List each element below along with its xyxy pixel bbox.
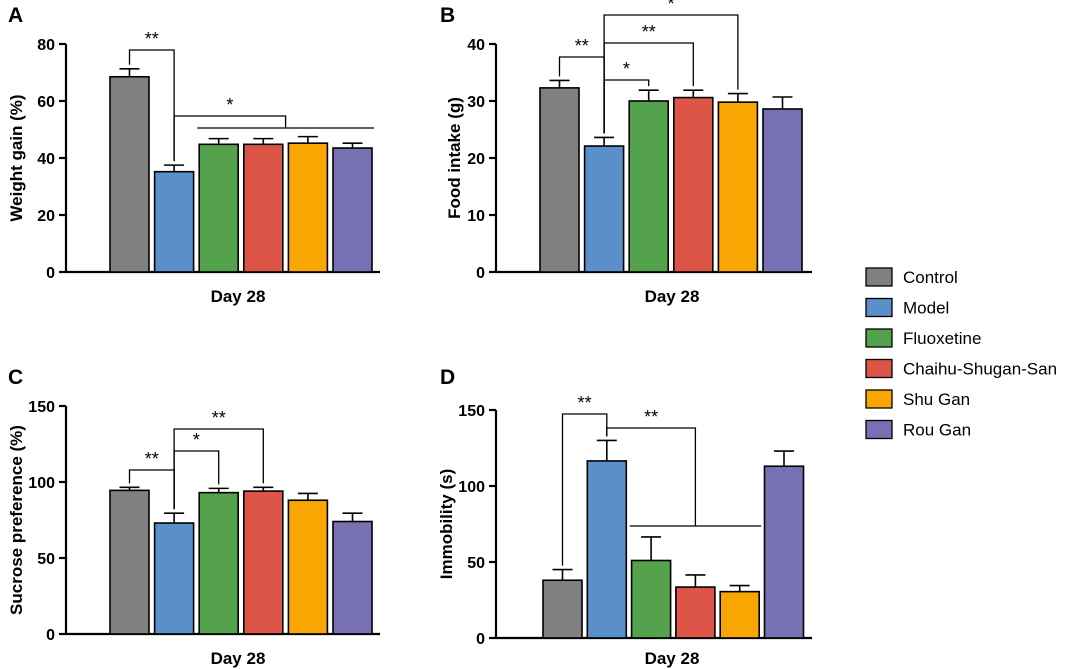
legend-label: Shu Gan bbox=[903, 390, 970, 409]
y-tick-label: 100 bbox=[458, 479, 485, 496]
significance-label: ** bbox=[578, 393, 592, 413]
significance-label: ** bbox=[145, 449, 159, 469]
y-tick-label: 20 bbox=[467, 151, 485, 168]
bar-shu-gan bbox=[717, 101, 759, 273]
y-tick-label: 0 bbox=[476, 265, 485, 282]
y-tick-label: 40 bbox=[467, 37, 485, 54]
y-tick-label: 40 bbox=[37, 151, 55, 168]
legend-swatch bbox=[865, 328, 893, 348]
significance-bracket: ** bbox=[128, 29, 175, 162]
bar-shu-gan bbox=[719, 590, 761, 639]
bar-model bbox=[586, 460, 628, 639]
y-tick-label: 10 bbox=[467, 208, 485, 225]
y-tick-label: 60 bbox=[37, 94, 55, 111]
bar-fluoxetine bbox=[628, 100, 670, 273]
legend-swatch bbox=[865, 297, 893, 318]
bar-shu-gan bbox=[287, 499, 329, 635]
bar-rou-gan bbox=[762, 108, 803, 273]
x-axis-label: Day 28 bbox=[645, 649, 700, 668]
significance-bracket: * bbox=[603, 0, 739, 134]
significance-bracket: * bbox=[173, 95, 374, 162]
chart-panel-d: D 0 50 100 150 Immobility (s) Day 28 ** ** bbox=[437, 366, 812, 668]
bracket-line bbox=[173, 115, 287, 162]
bar-control bbox=[542, 579, 583, 639]
x-axis-label: Day 28 bbox=[645, 287, 700, 306]
panel-letter: C bbox=[8, 366, 23, 389]
significance-label: * bbox=[226, 95, 233, 115]
bar-shu-gan bbox=[287, 142, 329, 273]
significance-label: ** bbox=[212, 408, 226, 428]
bracket-line bbox=[606, 427, 697, 526]
y-tick-label: 80 bbox=[37, 37, 55, 54]
bar-chaihu-shugan-san bbox=[243, 490, 284, 635]
significance-label: ** bbox=[644, 407, 658, 427]
significance-label: * bbox=[193, 430, 200, 450]
bracket-line bbox=[561, 413, 608, 566]
significance-bracket: ** bbox=[173, 408, 264, 510]
panel-letter: D bbox=[440, 366, 455, 389]
legend-swatch bbox=[865, 419, 893, 440]
y-tick-label: 0 bbox=[46, 265, 55, 282]
legend-label: Model bbox=[903, 299, 949, 318]
y-axis-title: Sucrose preference (%) bbox=[7, 425, 26, 615]
y-tick-label: 0 bbox=[476, 631, 485, 648]
legend-label: Chaihu-Shugan-San bbox=[903, 360, 1057, 379]
y-axis-title: Immobility (s) bbox=[437, 469, 456, 580]
bar-fluoxetine bbox=[198, 491, 239, 635]
significance-bracket: ** bbox=[561, 393, 608, 566]
legend-swatch bbox=[865, 267, 893, 287]
bracket-line bbox=[603, 14, 739, 134]
legend-label: Control bbox=[903, 268, 958, 287]
legend-label: Fluoxetine bbox=[903, 329, 981, 348]
bar-fluoxetine bbox=[630, 559, 672, 639]
legend-swatch bbox=[865, 358, 893, 379]
bar-model bbox=[153, 170, 195, 273]
y-tick-label: 50 bbox=[37, 551, 55, 568]
x-axis-label: Day 28 bbox=[211, 287, 266, 306]
bar-model bbox=[153, 522, 195, 635]
significance-bracket: ** bbox=[606, 407, 762, 527]
bar-chaihu-shugan-san bbox=[672, 96, 714, 273]
legend-swatch bbox=[865, 389, 893, 409]
x-axis-label: Day 28 bbox=[211, 649, 266, 668]
significance-label: ** bbox=[145, 29, 159, 49]
significance-label: ** bbox=[575, 36, 589, 56]
legend: Control Model Fluoxetine Chaihu-Shugan-San S… bbox=[865, 267, 1057, 440]
bar-rou-gan bbox=[332, 520, 373, 635]
bracket-line bbox=[173, 428, 264, 510]
y-tick-label: 50 bbox=[467, 555, 485, 572]
bar-fluoxetine bbox=[198, 143, 239, 273]
y-tick-label: 20 bbox=[37, 208, 55, 225]
panel-letter: A bbox=[8, 4, 23, 27]
y-axis-title: Weight gain (%) bbox=[7, 94, 26, 221]
legend-label: Rou Gan bbox=[903, 421, 971, 440]
significance-label: * bbox=[667, 0, 674, 14]
panel-letter: B bbox=[440, 4, 455, 27]
y-tick-label: 150 bbox=[28, 399, 55, 416]
y-tick-label: 30 bbox=[467, 94, 485, 111]
significance-label: * bbox=[623, 59, 630, 79]
bar-rou-gan bbox=[763, 465, 805, 639]
bar-control bbox=[109, 75, 150, 273]
bracket-line bbox=[128, 49, 175, 162]
bar-control bbox=[109, 489, 150, 635]
y-tick-label: 0 bbox=[46, 627, 55, 644]
bar-chaihu-shugan-san bbox=[243, 143, 284, 273]
bar-rou-gan bbox=[332, 147, 373, 273]
bar-control bbox=[539, 87, 580, 273]
significance-label: ** bbox=[642, 22, 656, 42]
bar-chaihu-shugan-san bbox=[675, 586, 716, 639]
y-axis-title: Food intake (g) bbox=[445, 97, 464, 219]
y-tick-label: 100 bbox=[28, 475, 55, 492]
bar-model bbox=[583, 145, 625, 273]
y-tick-label: 150 bbox=[458, 403, 485, 420]
